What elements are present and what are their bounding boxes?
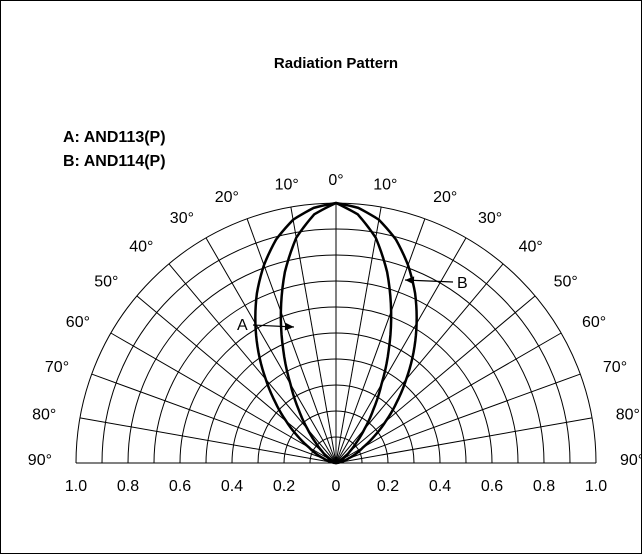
radial-tick-label: 1.0 (65, 478, 87, 495)
annotation-a: A (237, 317, 248, 334)
grid-spoke (110, 332, 337, 464)
angle-label-right: 70° (603, 359, 627, 376)
grid-spoke (79, 417, 337, 464)
angle-label-right: 90° (620, 452, 641, 469)
legend-entry-a: A: AND113(P) (63, 129, 166, 146)
radial-tick-label: 0.4 (221, 478, 243, 495)
radial-tick-label: 0.2 (273, 478, 295, 495)
annotation-b-arrow-head (405, 276, 415, 285)
angle-label-right: 10° (373, 176, 397, 193)
grid-spoke (335, 295, 536, 464)
grid-spoke (91, 373, 337, 464)
grid-spoke (335, 373, 581, 464)
annotation-a-arrow-head (284, 322, 294, 331)
angle-label-right: 60° (582, 314, 606, 331)
radial-tick-label: 0.4 (429, 478, 451, 495)
angle-label-top: 0° (328, 172, 343, 189)
angle-label-right: 50° (554, 273, 578, 290)
grid-spoke (205, 237, 337, 464)
grid-spoke (335, 206, 382, 464)
series-curve-b (279, 201, 393, 465)
radial-tick-label: 0.6 (169, 478, 191, 495)
angle-label-left: 40° (129, 238, 153, 255)
radial-tick-label: 0.8 (117, 478, 139, 495)
annotation-b: B (457, 275, 468, 292)
grid-spoke (335, 218, 426, 464)
angle-label-left: 80° (32, 407, 56, 424)
grid-spoke (246, 218, 337, 464)
radial-tick-label: 0.6 (481, 478, 503, 495)
angle-label-right: 30° (478, 210, 502, 227)
angle-label-left: 20° (215, 189, 239, 206)
radial-tick-label: 0 (332, 478, 341, 495)
angle-label-left: 10° (275, 176, 299, 193)
grid-spoke (290, 206, 337, 464)
angle-label-right: 40° (519, 238, 543, 255)
grid-spoke (335, 417, 593, 464)
axis-labels: A B 90° 80° 70° 60° 50° 40° 30° 20° 10° 0° 10° 20° 30°… (28, 172, 641, 495)
series-curves (252, 201, 454, 465)
polar-grid (75, 202, 597, 464)
chart-title: Radiation Pattern (274, 55, 398, 72)
radial-tick-label: 0.8 (533, 478, 555, 495)
angle-label-left: 70° (45, 359, 69, 376)
grid-spoke (136, 295, 337, 464)
grid-spoke (335, 332, 562, 464)
angle-label-left: 30° (170, 210, 194, 227)
legend-entry-b: B: AND114(P) (63, 153, 166, 170)
angle-label-left: 60° (66, 314, 90, 331)
angle-label-right: 20° (433, 189, 457, 206)
radial-tick-label: 1.0 (585, 478, 607, 495)
angle-label-right: 80° (616, 407, 640, 424)
grid-spoke (335, 237, 467, 464)
angle-label-left: 90° (28, 452, 52, 469)
radial-tick-label: 0.2 (377, 478, 399, 495)
angle-label-left: 50° (94, 273, 118, 290)
